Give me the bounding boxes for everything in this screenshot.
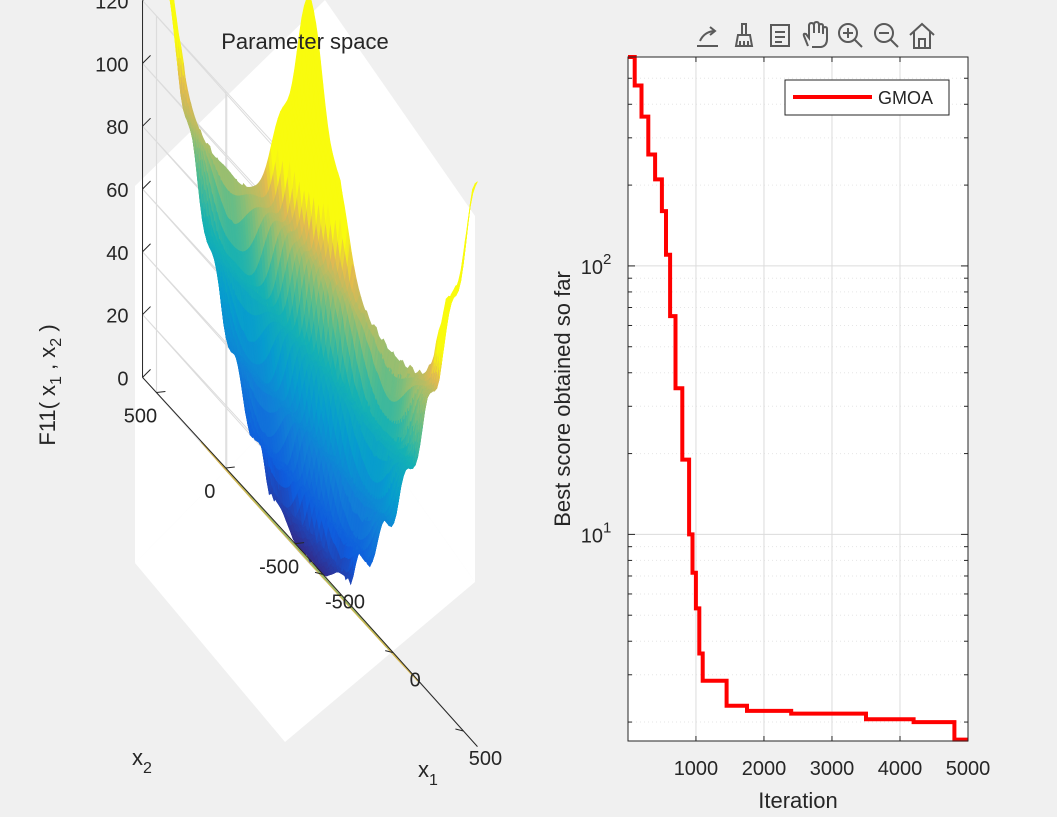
z-tick-label: 80 bbox=[106, 117, 128, 139]
y-tick-label: 0 bbox=[204, 481, 215, 503]
z-tick bbox=[142, 117, 151, 127]
plot-area bbox=[628, 57, 968, 741]
z-tick-label: 60 bbox=[106, 180, 128, 202]
back-pane-right bbox=[325, 0, 475, 582]
surface-title: Parameter space bbox=[221, 29, 389, 54]
x-tick-label: 0 bbox=[410, 670, 421, 692]
y-tick-label: 500 bbox=[124, 405, 157, 427]
z-tick-label: 20 bbox=[106, 306, 128, 328]
y-tick-label: -500 bbox=[259, 557, 299, 579]
figure-toolbar bbox=[690, 18, 970, 54]
x-axis-label: x1 bbox=[418, 757, 438, 789]
home-icon[interactable] bbox=[909, 22, 935, 49]
zoom-out-icon[interactable] bbox=[874, 23, 899, 48]
export-icon[interactable] bbox=[697, 26, 718, 47]
brush-icon[interactable] bbox=[734, 23, 754, 47]
z-tick-label: 0 bbox=[117, 368, 128, 390]
pan-hand-icon[interactable] bbox=[802, 20, 828, 48]
z-tick-label: 120 bbox=[95, 0, 128, 14]
x-tick-label: 500 bbox=[469, 748, 502, 770]
x-tick-label: -500 bbox=[325, 591, 365, 613]
surface-axes: 0 20 40 60 80 100 120 -500 0 500 -500 0 500 Paramete… bbox=[35, 0, 502, 789]
z-tick bbox=[142, 0, 144, 1]
z-tick-label: 40 bbox=[106, 243, 128, 265]
data-tips-icon[interactable] bbox=[770, 24, 790, 47]
y-axis-label: x2 bbox=[132, 745, 152, 777]
z-tick bbox=[142, 55, 151, 64]
z-axis-label: F11( x1 , x2 ) bbox=[35, 324, 65, 445]
z-tick-label: 100 bbox=[95, 54, 128, 76]
zoom-in-icon[interactable] bbox=[838, 23, 863, 48]
